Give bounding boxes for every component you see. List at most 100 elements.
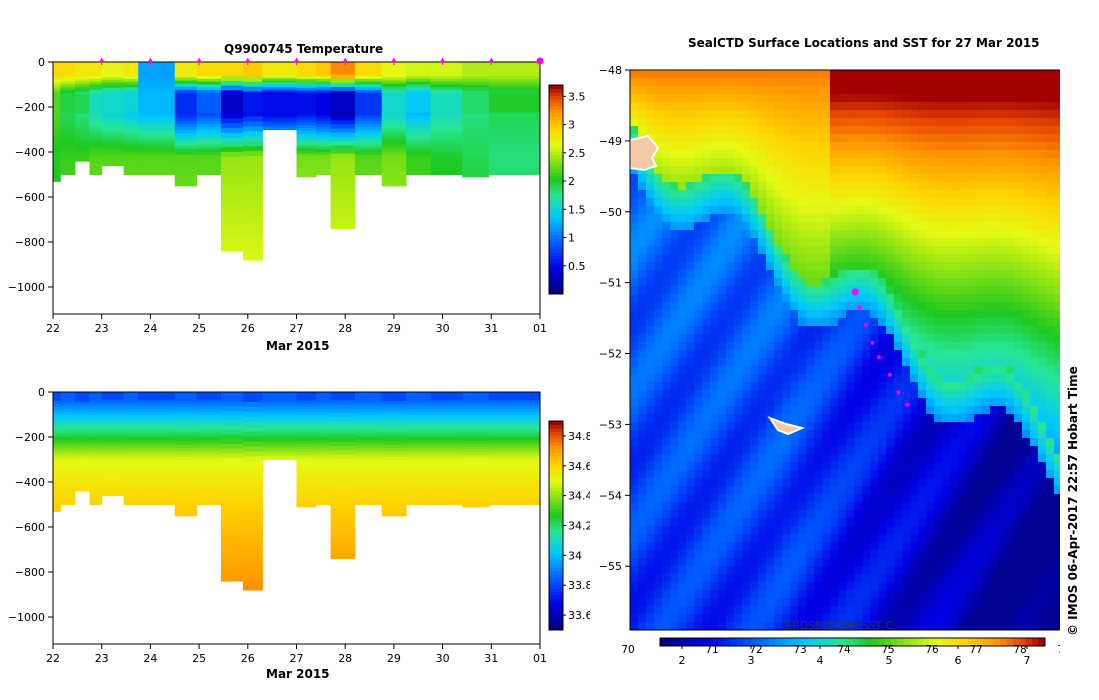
sst-cell	[830, 238, 839, 247]
sst-cell	[1046, 190, 1055, 199]
profile-cell	[74, 463, 91, 467]
sst-cell	[1046, 166, 1055, 175]
sst-cell	[846, 390, 855, 399]
sst-cell	[686, 422, 695, 431]
profile-cell	[330, 516, 356, 522]
sst-cell	[998, 134, 1007, 143]
sst-cell	[910, 94, 919, 103]
profile-cell	[53, 460, 61, 465]
sst-cell	[846, 126, 855, 135]
sst-cell	[686, 246, 695, 255]
colorbar-segment	[549, 241, 563, 246]
profile-cell	[89, 115, 103, 119]
profile-cell	[60, 160, 76, 164]
profile-cell	[196, 462, 222, 466]
sst-cell	[670, 70, 679, 79]
sst-cell	[1014, 486, 1023, 495]
sst-cell	[910, 102, 919, 111]
sst-cell	[646, 390, 655, 399]
colorbar-segment	[549, 584, 563, 589]
colorbar-segment	[549, 480, 563, 485]
sst-cell	[958, 382, 967, 391]
sst-cell	[1054, 254, 1060, 263]
sst-cell	[822, 390, 831, 399]
profile-cell	[174, 478, 198, 483]
sst-cell	[814, 462, 823, 471]
sst-cell	[758, 238, 767, 247]
sst-cell	[982, 310, 991, 319]
profile-cell	[315, 420, 332, 424]
sst-cell	[742, 198, 751, 207]
sst-cell	[1030, 470, 1039, 479]
sst-cell	[774, 142, 783, 151]
sst-cell	[1046, 238, 1055, 247]
sst-cell	[990, 318, 999, 327]
profile-cell	[60, 129, 76, 133]
sst-cell	[798, 270, 807, 279]
sst-cell	[686, 454, 695, 463]
profile-cell	[101, 435, 125, 440]
sst-cell	[1030, 78, 1039, 87]
sst-cell	[998, 86, 1007, 95]
profile-cell	[196, 115, 222, 119]
profile-cell	[430, 397, 463, 402]
sst-cell	[694, 182, 703, 191]
sst-cell	[926, 182, 935, 191]
sst-cell	[790, 486, 799, 495]
profile-cell	[262, 75, 297, 78]
sst-cell	[814, 366, 823, 375]
profile-cell	[74, 138, 91, 142]
sst-cell	[662, 398, 671, 407]
profile-cell	[430, 101, 463, 105]
profile-cell	[89, 62, 103, 66]
profile-cell	[123, 476, 139, 480]
profile-cell	[488, 467, 541, 472]
profile-cell	[330, 132, 356, 138]
colorbar-segment	[549, 595, 563, 600]
sst-cell	[902, 326, 911, 335]
profile-cell	[53, 475, 61, 480]
sst-cell	[694, 270, 703, 279]
sst-cell	[790, 246, 799, 255]
profile-cell	[53, 97, 61, 102]
profile-cell	[381, 164, 407, 168]
profile-cell	[462, 70, 490, 75]
sst-cell	[910, 358, 919, 367]
sst-cell	[654, 318, 663, 327]
profile-cell	[60, 414, 76, 418]
sst-cell	[694, 190, 703, 199]
profile-cell	[488, 414, 541, 418]
sst-cell	[694, 158, 703, 167]
sst-cell	[662, 214, 671, 223]
sst-cell	[878, 510, 887, 519]
sst-cell	[702, 150, 711, 159]
sst-cell	[806, 382, 815, 391]
sst-cell	[646, 166, 655, 175]
colorbar-tick-label: 1	[568, 232, 575, 245]
sst-cell	[782, 70, 791, 79]
sst-cell	[846, 102, 855, 111]
profile-cell	[53, 178, 61, 182]
profile-cell	[430, 109, 463, 114]
profile-cell	[53, 463, 61, 468]
profile-cell	[354, 428, 383, 432]
profile-cell	[242, 510, 263, 517]
sst-cell	[774, 182, 783, 191]
profile-cell	[262, 457, 297, 461]
profile-cell	[221, 71, 244, 77]
sst-cell	[750, 398, 759, 407]
sst-cell	[838, 350, 847, 359]
sst-cell	[1046, 494, 1055, 503]
sst-cell	[918, 270, 927, 279]
sst-cell	[670, 502, 679, 511]
profile-cell	[488, 445, 541, 449]
profile-cell	[53, 442, 61, 447]
sst-cell	[630, 86, 639, 95]
sst-cell	[662, 462, 671, 471]
sst-cell	[734, 78, 743, 87]
sst-cell	[878, 478, 887, 487]
sst-cell	[878, 246, 887, 255]
profile-cell	[430, 160, 463, 164]
temperature-title: Q9900745 Temperature	[224, 42, 384, 56]
sst-cell	[830, 454, 839, 463]
